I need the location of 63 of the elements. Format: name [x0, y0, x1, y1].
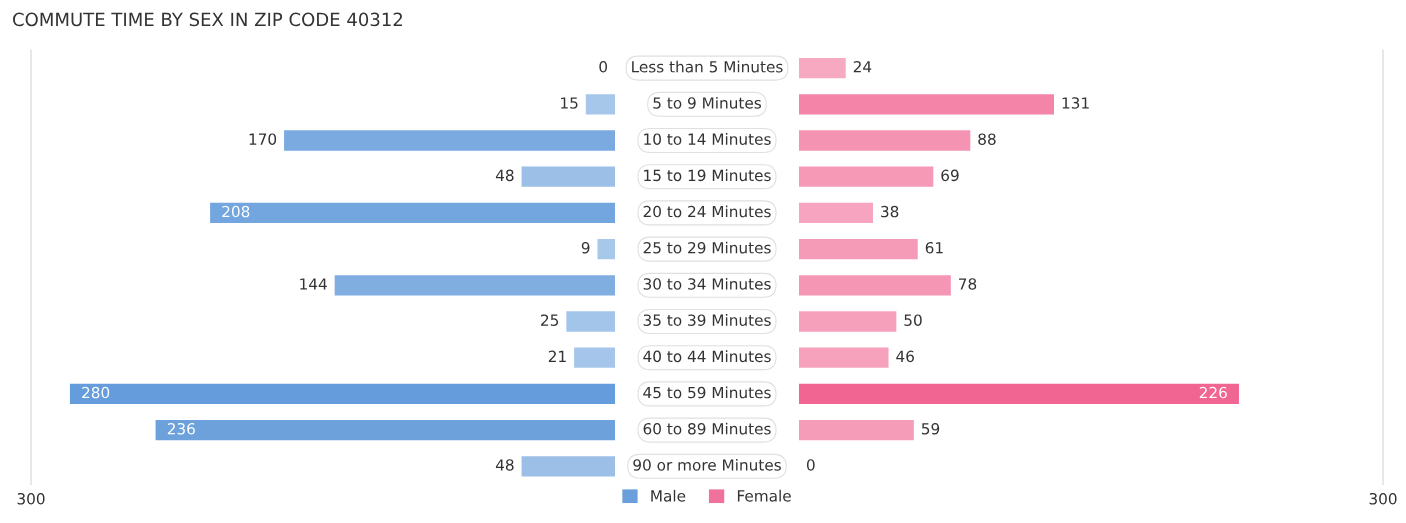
y-tick-label: 25 to 29 Minutes	[643, 241, 771, 254]
data-label: 48	[495, 169, 514, 182]
y-tick-label: 30 to 34 Minutes	[643, 277, 771, 290]
data-label: 46	[896, 350, 914, 363]
bar	[597, 238, 615, 260]
data-label: 15	[561, 97, 578, 109]
y-tick-label: 35 to 39 Minutes	[643, 314, 771, 326]
data-label: 61	[925, 241, 943, 254]
data-label: 59	[921, 422, 940, 435]
data-label: 25	[541, 314, 559, 326]
bar	[799, 311, 897, 332]
data-label: 69	[941, 169, 959, 182]
data-label: 88	[978, 133, 996, 145]
y-tick-label: 5 to 9 Minutes	[653, 96, 761, 109]
bar	[799, 383, 1239, 405]
data-label: 0	[806, 459, 815, 471]
y-tick-label: 60 to 89 Minutes	[643, 422, 771, 435]
bar	[799, 202, 873, 224]
bar	[155, 419, 615, 441]
data-label: 24	[853, 60, 872, 73]
y-tick-label: 40 to 44 Minutes	[643, 350, 771, 363]
data-label: 38	[881, 205, 899, 218]
y-tick-label: 10 to 14 Minutes	[644, 133, 771, 145]
bar	[284, 130, 615, 151]
data-label: 21	[548, 350, 566, 362]
bar	[521, 166, 615, 187]
y-tick-label: 15 to 19 Minutes	[644, 169, 771, 182]
bar	[799, 166, 934, 187]
y-tick-label: Less than 5 Minutes	[632, 60, 783, 73]
data-label: 280	[82, 386, 110, 399]
bar	[799, 130, 971, 151]
data-label: 226	[1199, 386, 1227, 399]
bar	[210, 202, 615, 224]
y-tick-label: 90 or more Minutes	[633, 458, 781, 471]
data-label: 78	[959, 278, 977, 290]
bar	[334, 275, 615, 296]
bar	[69, 383, 615, 405]
bar	[799, 57, 846, 79]
x-tick-label: 300	[1369, 493, 1397, 505]
bar	[521, 456, 615, 477]
data-label: 48	[495, 459, 514, 471]
chart-title: COMMUTE TIME BY SEX IN ZIP CODE 40312	[13, 12, 402, 27]
bar	[574, 347, 615, 368]
bar	[799, 238, 918, 260]
data-label: 131	[1062, 97, 1089, 109]
legend-label: Male	[651, 489, 686, 502]
data-label: 0	[599, 60, 608, 73]
data-label: 50	[904, 314, 922, 326]
bar	[799, 94, 1055, 115]
data-label: 170	[249, 133, 277, 145]
data-label: 9	[581, 241, 590, 254]
data-label: 236	[167, 422, 195, 435]
y-tick-label: 45 to 59 Minutes	[643, 386, 771, 399]
legend-label: Female	[737, 489, 791, 502]
data-label: 208	[222, 205, 250, 218]
bar	[799, 275, 951, 296]
bar	[799, 347, 889, 368]
y-tick-label: 20 to 24 Minutes	[643, 205, 771, 218]
bar	[566, 311, 615, 332]
bar	[585, 94, 615, 115]
data-label: 144	[300, 278, 327, 290]
bar	[799, 419, 914, 441]
x-tick-label: 300	[17, 493, 45, 505]
